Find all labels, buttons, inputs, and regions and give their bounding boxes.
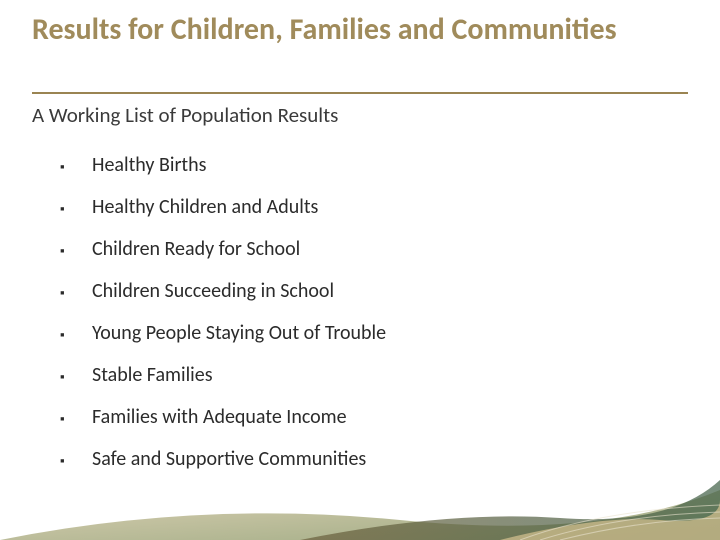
list-item: Safe and Supportive Communities [60, 438, 386, 480]
slide-title: Results for Children, Families and Commu… [32, 14, 672, 46]
list-item-label: Stable Families [92, 363, 213, 387]
list-item-label: Safe and Supportive Communities [92, 447, 366, 471]
list-item-label: Young People Staying Out of Trouble [92, 321, 386, 345]
list-item-label: Families with Adequate Income [92, 405, 347, 429]
list-item: Stable Families [60, 354, 386, 396]
slide: { "title": { "text": "Results for Childr… [0, 0, 720, 540]
list-item: Children Succeeding in School [60, 270, 386, 312]
list-item: Children Ready for School [60, 228, 386, 270]
results-list: Healthy Births Healthy Children and Adul… [60, 144, 386, 480]
list-item-label: Children Succeeding in School [92, 279, 334, 303]
list-item: Healthy Births [60, 144, 386, 186]
list-item-label: Children Ready for School [92, 237, 300, 261]
list-item: Families with Adequate Income [60, 396, 386, 438]
list-item-label: Healthy Births [92, 153, 206, 177]
list-item: Young People Staying Out of Trouble [60, 312, 386, 354]
title-underline [32, 92, 688, 94]
list-item-label: Healthy Children and Adults [92, 195, 318, 219]
list-item: Healthy Children and Adults [60, 186, 386, 228]
slide-subtitle: A Working List of Population Results [32, 102, 338, 128]
